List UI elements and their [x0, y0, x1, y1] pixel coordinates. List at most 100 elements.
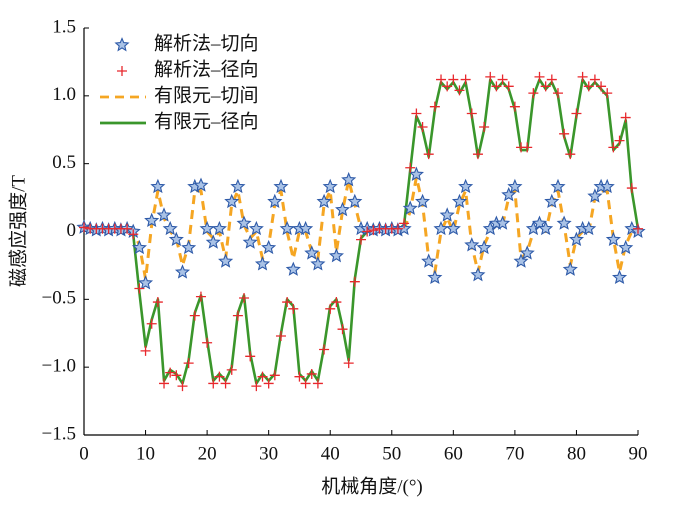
star-marker [568, 231, 584, 247]
y-tick-label: 1.0 [52, 84, 76, 105]
y-tick-label: 1.5 [52, 16, 76, 37]
plus-marker [331, 297, 342, 308]
plus-marker [306, 368, 317, 379]
star-marker [476, 239, 492, 255]
plus-marker [429, 101, 440, 112]
star-marker [335, 201, 351, 217]
star-marker [451, 193, 468, 209]
star-marker [501, 186, 517, 202]
plus-marker [571, 108, 582, 119]
plus-marker [583, 81, 594, 92]
star-marker [605, 231, 621, 247]
star-marker [612, 269, 628, 285]
star-marker [519, 245, 535, 260]
star-marker [347, 193, 363, 209]
x-tick-label: 40 [321, 443, 340, 464]
plus-marker [177, 381, 188, 392]
star-marker [242, 234, 258, 249]
plus-marker [552, 88, 563, 99]
star-marker [205, 234, 221, 249]
plus-marker [220, 378, 231, 389]
x-tick-label: 10 [136, 443, 155, 464]
star-marker [402, 200, 418, 215]
star-marker [156, 207, 172, 222]
plus-marker [356, 234, 366, 245]
plus-marker [485, 71, 496, 82]
legend-label: 有限元–径向 [154, 110, 259, 132]
plus-marker [195, 291, 206, 302]
star-marker [513, 253, 529, 268]
plus-marker [146, 318, 157, 329]
star-marker [458, 178, 474, 194]
plus-marker [183, 358, 194, 369]
legend-label: 解析法–径向 [154, 58, 259, 80]
plus-marker [534, 71, 545, 82]
star-marker [550, 178, 566, 194]
plus-marker [362, 226, 373, 237]
x-tick-label: 70 [505, 443, 524, 464]
plus-marker [633, 223, 643, 234]
plus-marker [165, 367, 176, 378]
star-marker [279, 220, 295, 236]
plus-marker [245, 351, 256, 362]
plus-marker [509, 101, 520, 112]
y-tick-label: −0.5 [42, 288, 76, 309]
plus-marker [349, 276, 360, 287]
plus-marker [577, 71, 588, 82]
star-marker [328, 247, 344, 263]
star-marker [273, 178, 289, 194]
star-marker [322, 178, 338, 194]
star-marker [174, 264, 191, 279]
star-marker [544, 193, 560, 209]
star-marker [236, 215, 252, 230]
plus-marker [454, 85, 465, 96]
plus-marker [405, 162, 416, 173]
star-marker [562, 261, 578, 276]
plus-marker [208, 378, 219, 389]
plus-marker [608, 142, 619, 153]
plus-marker [565, 149, 576, 160]
star-marker [248, 220, 264, 236]
plus-marker [442, 81, 453, 92]
plus-marker [343, 358, 354, 369]
star-marker [181, 239, 197, 255]
star-marker [538, 220, 554, 236]
star-marker [218, 253, 234, 268]
star-marker [556, 215, 572, 230]
y-tick-label: 0 [67, 220, 77, 241]
star-marker [316, 193, 332, 209]
y-tick-label: −1.0 [42, 356, 76, 377]
plus-marker [423, 149, 434, 160]
legend-label: 解析法–切向 [154, 32, 259, 54]
plus-marker [337, 324, 348, 335]
plus-marker [589, 74, 600, 85]
star-marker [138, 275, 154, 290]
plus-marker [79, 222, 89, 233]
star-marker [168, 231, 184, 247]
plus-marker [436, 74, 447, 85]
star-marker [495, 215, 511, 230]
star-marker [433, 220, 449, 236]
plus-marker [319, 344, 330, 355]
plus-marker [460, 74, 471, 85]
plus-marker [257, 371, 268, 382]
star-marker [341, 171, 357, 187]
plus-marker [399, 218, 410, 229]
star-marker [310, 256, 326, 271]
star-marker [131, 239, 147, 255]
plus-marker [312, 378, 323, 389]
plus-marker [559, 128, 570, 139]
star-marker [421, 253, 437, 268]
x-tick-label: 20 [198, 443, 217, 464]
x-tick-label: 0 [79, 443, 89, 464]
plus-marker [522, 142, 533, 153]
x-tick-label: 30 [259, 443, 278, 464]
plus-marker [411, 108, 422, 119]
star-marker [408, 166, 424, 181]
star-marker [162, 220, 178, 236]
y-axis-label: 磁感应强度/T [7, 175, 29, 287]
plus-marker [626, 183, 637, 194]
plus-marker [226, 364, 237, 375]
star-marker [445, 220, 461, 236]
